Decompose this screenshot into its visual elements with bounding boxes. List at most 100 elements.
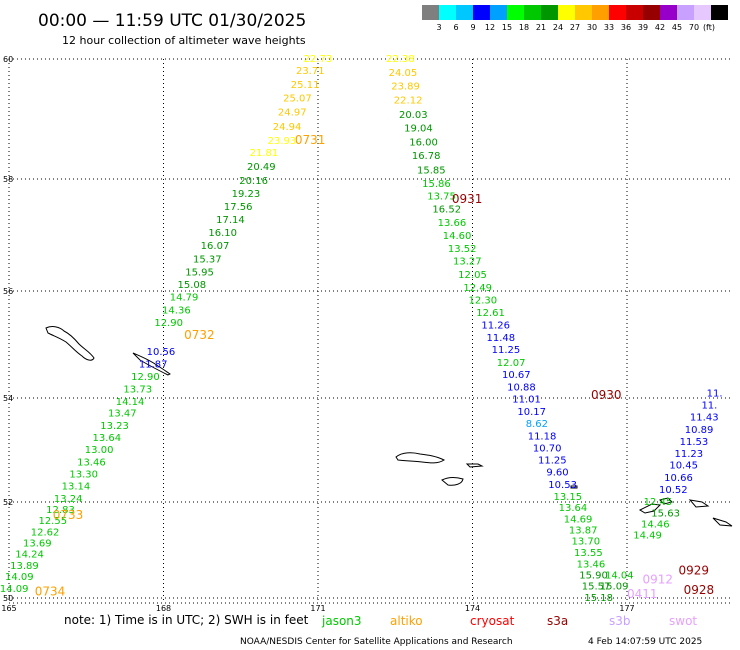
wave-height-label: 12.05 — [458, 270, 487, 281]
wave-height-label: 15.18 — [584, 593, 613, 604]
satellite-name: s3b — [609, 614, 631, 628]
wave-height-label: 15.63 — [651, 508, 680, 519]
scale-swatch — [575, 5, 592, 20]
wave-height-label: 13.64 — [93, 433, 122, 444]
wave-height-label: 16.78 — [412, 151, 441, 162]
lon-label: 171 — [310, 604, 325, 613]
wave-height-label: 16.00 — [409, 137, 438, 148]
scale-swatch — [439, 5, 456, 20]
rat-islands-3 — [688, 499, 710, 508]
wave-height-label: 10.89 — [685, 425, 714, 436]
wave-height-label: 12.61 — [476, 308, 505, 319]
wave-height-label: 13.73 — [123, 385, 152, 396]
wave-height-label: 13.46 — [77, 458, 106, 469]
lon-label: 165 — [1, 604, 16, 613]
scale-swatch — [609, 5, 626, 20]
scale-label: 21 — [536, 23, 546, 32]
wave-height-label: 24.94 — [273, 122, 302, 133]
wave-height-label: 14.09 — [0, 584, 28, 595]
attu-island — [395, 452, 445, 464]
lat-label: 50 — [3, 594, 13, 603]
lat-label: 52 — [3, 498, 13, 507]
wave-height-label: 13.46 — [577, 559, 606, 570]
lon-label: 177 — [619, 604, 634, 613]
pass-time-label: 0732 — [184, 328, 215, 342]
wave-height-label: 15.95 — [185, 267, 214, 278]
wave-height-label: 13.66 — [438, 218, 467, 229]
buldir-island — [570, 485, 578, 489]
wave-height-label: 13.15 — [553, 492, 582, 503]
semichi-islands — [465, 463, 484, 468]
wave-height-label: 10.88 — [507, 383, 536, 394]
scale-label: 9 — [470, 23, 475, 32]
wave-height-label: 13.55 — [574, 548, 603, 559]
scale-swatch — [422, 5, 439, 20]
wave-height-label: 23.71 — [296, 66, 325, 77]
scale-label: 33 — [604, 23, 614, 32]
scale-swatch — [677, 5, 694, 20]
lat-label: 60 — [3, 55, 13, 64]
satellite-name: jason3 — [321, 614, 362, 628]
pass-time-label: 0928 — [684, 583, 715, 597]
wave-height-label: 8.62 — [526, 419, 548, 430]
wave-height-label: 11.87 — [139, 360, 168, 371]
wave-height-label: 17.56 — [224, 202, 253, 213]
wave-height-label: 14.36 — [162, 305, 191, 316]
wave-height-label: 11.18 — [528, 432, 557, 443]
wave-height-label: 12.90 — [154, 318, 183, 329]
wave-height-label: 12.62 — [31, 528, 60, 539]
rat-islands-4 — [712, 517, 733, 527]
scale-label: 15 — [502, 23, 512, 32]
scale-swatch — [473, 5, 490, 20]
satellite-name: swot — [669, 614, 697, 628]
pass-time-label: 0734 — [35, 585, 66, 599]
lat-label: 54 — [3, 394, 13, 403]
wave-height-label: 13.89 — [10, 561, 39, 572]
wave-height-label: 19.04 — [404, 124, 433, 135]
wave-height-label: 13.52 — [448, 244, 477, 255]
lat-label: 56 — [3, 287, 13, 296]
scale-swatch — [524, 5, 541, 20]
wave-height-label: 16.10 — [208, 228, 237, 239]
wave-height-label: 11.43 — [690, 412, 719, 423]
wave-height-label: 14.14 — [116, 397, 145, 408]
wave-height-label: 10.53 — [548, 480, 577, 491]
wave-height-label: 14.24 — [15, 550, 44, 561]
scale-label: 70 — [689, 23, 699, 32]
wave-height-label: 11.01 — [512, 395, 541, 406]
wave-height-label: 22.73 — [304, 54, 333, 65]
scale-swatch — [592, 5, 609, 20]
rat-islands-1 — [638, 503, 662, 514]
footer-timestamp: 4 Feb 14:07:59 UTC 2025 — [588, 637, 702, 647]
satellite-name: cryosat — [470, 614, 515, 628]
wave-height-label: 20.03 — [399, 110, 428, 121]
scale-label: 36 — [621, 23, 631, 32]
wave-height-label: 13.23 — [100, 421, 129, 432]
scale-label: 6 — [453, 23, 458, 32]
wave-height-label: 13.75 — [427, 192, 456, 203]
scale-swatch — [490, 5, 507, 20]
wave-height-label: 15.86 — [422, 179, 451, 190]
wave-height-label: 12.83 — [46, 505, 75, 516]
wave-height-label: 13.47 — [108, 409, 137, 420]
map-title: 00:00 — 11:59 UTC 01/30/2025 — [38, 11, 306, 31]
wave-height-label: 15.37 — [193, 254, 222, 265]
wave-height-label: 12.55 — [38, 516, 67, 527]
scale-label: 12 — [485, 23, 495, 32]
wave-height-label: 13.70 — [571, 537, 600, 548]
wave-height-label: 12.30 — [468, 295, 497, 306]
wave-height-label: 25.11 — [291, 80, 320, 91]
wave-height-label: 15.90 — [579, 570, 608, 581]
wave-height-label: 15.08 — [178, 280, 207, 291]
wave-height-label: 14.04 — [605, 570, 634, 581]
wave-height-label: 17.14 — [216, 215, 245, 226]
rat-islands-2 — [659, 497, 673, 505]
wave-height-label: 14.46 — [641, 519, 670, 530]
wave-height-label: 14.60 — [443, 231, 472, 242]
wave-height-label: 16.07 — [201, 241, 230, 252]
wave-height-label: 11. — [701, 400, 717, 411]
wave-height-label: 14.49 — [633, 530, 662, 541]
